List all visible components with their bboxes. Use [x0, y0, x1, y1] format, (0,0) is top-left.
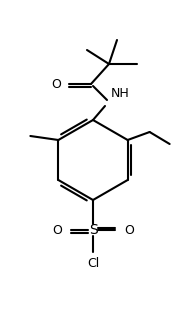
Text: Cl: Cl	[87, 257, 99, 270]
Text: O: O	[52, 224, 62, 237]
Text: NH: NH	[111, 87, 130, 100]
Text: O: O	[51, 78, 61, 91]
Text: O: O	[124, 224, 134, 237]
Text: S: S	[89, 223, 97, 237]
